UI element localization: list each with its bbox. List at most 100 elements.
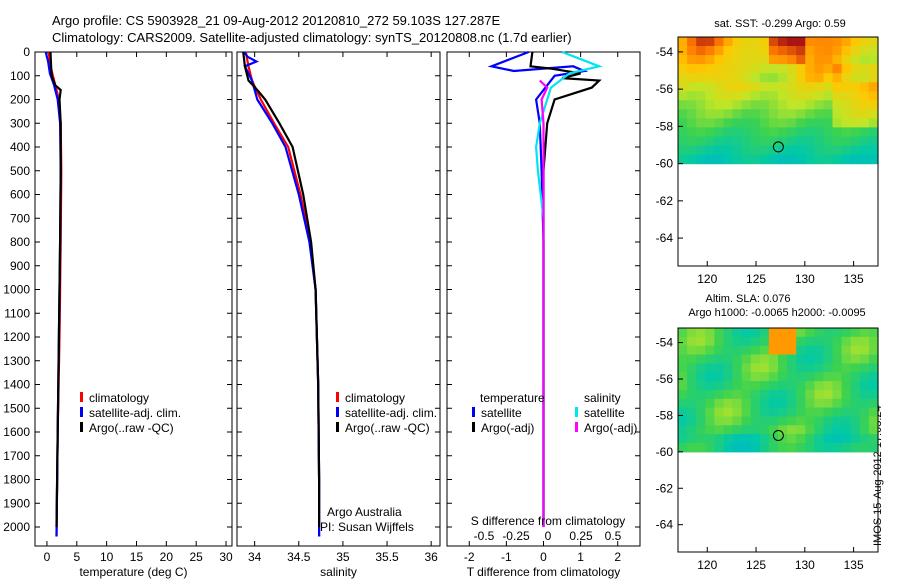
map-cell [750, 354, 761, 364]
map-cell [678, 443, 688, 453]
map-cell [750, 328, 761, 338]
map-cell [714, 145, 725, 156]
map-cell [805, 354, 815, 364]
x-tick-label: 20 [160, 550, 174, 564]
x-tick-label: 125 [746, 272, 766, 286]
map-cell [750, 381, 761, 391]
map-cell [823, 145, 834, 156]
map-cell [841, 127, 852, 137]
map-cell [823, 372, 834, 382]
map-cell [814, 91, 825, 101]
map-cell [732, 425, 743, 435]
map-cell [687, 145, 697, 156]
map-cell [687, 46, 697, 56]
map-cell [714, 118, 725, 128]
map-cell [687, 55, 697, 65]
map-cell [868, 37, 879, 47]
x-tick-label: 1 [577, 550, 584, 564]
map-cell [741, 336, 752, 347]
map-cell [741, 443, 752, 453]
legend-label: climatology [89, 391, 149, 405]
map-cell [696, 354, 706, 364]
map-cell [778, 109, 788, 119]
map-cell [750, 416, 761, 426]
map-cell [805, 73, 815, 83]
map-cell [814, 381, 825, 391]
map-cell [705, 154, 715, 165]
map-cell [732, 46, 743, 56]
map-cell [841, 354, 852, 364]
map-cell [705, 336, 715, 347]
map-cell [750, 398, 761, 409]
y-tick-label: -58 [656, 119, 674, 133]
map-cell [750, 91, 761, 101]
x-tick-label: 15 [130, 550, 144, 564]
map-cell [796, 354, 806, 364]
map-cell [759, 345, 770, 356]
map-cell [732, 354, 743, 364]
map-cell [859, 425, 870, 435]
map-cell [823, 381, 834, 391]
map-cell [832, 381, 843, 391]
map-cell [859, 354, 870, 364]
map-cell [723, 416, 734, 426]
map-cell [678, 118, 688, 128]
map-cell [759, 416, 770, 426]
map-cell [678, 91, 688, 101]
map-cell [759, 145, 770, 156]
map-cell [705, 372, 715, 382]
map-cell [750, 407, 761, 417]
map-cell [796, 398, 806, 409]
map-cell [796, 154, 806, 165]
map-cell [759, 37, 770, 47]
map-cell [787, 37, 797, 47]
map-cell [678, 154, 688, 165]
map-cell [678, 407, 688, 417]
map-cell [778, 336, 788, 347]
map-cell [868, 336, 879, 347]
map-cell [759, 127, 770, 137]
map-cell [714, 416, 725, 426]
map-cell [768, 91, 779, 101]
legend-label: satellite-adj. clim. [345, 406, 437, 420]
map-cell [687, 118, 697, 128]
map-cell [714, 82, 725, 92]
legend-swatch [336, 407, 339, 417]
map-cell [696, 363, 706, 373]
map-cell [850, 91, 861, 101]
map-cell [868, 145, 879, 156]
sst-map-title: sat. SST: -0.299 Argo: 0.59 [714, 18, 845, 30]
map-cell [778, 91, 788, 101]
y-tick-label: 1900 [3, 496, 30, 510]
map-cell [687, 154, 697, 165]
y-tick-label: 700 [10, 211, 30, 225]
map-cell [805, 398, 815, 409]
map-cell [796, 328, 806, 338]
map-cell [787, 363, 797, 373]
map-cell [696, 372, 706, 382]
map-cell [687, 136, 697, 147]
map-cell [868, 91, 879, 101]
map-cell [687, 336, 697, 347]
map-cell [678, 354, 688, 364]
map-2-cells [678, 328, 879, 453]
y-tick-label: -60 [656, 445, 674, 459]
map-cell [859, 55, 870, 65]
map-cell [687, 398, 697, 409]
y-tick-label: -58 [656, 408, 674, 422]
map-cell [859, 389, 870, 400]
map-cell [841, 407, 852, 417]
x-tick-label: 130 [795, 272, 815, 286]
map-cell [859, 372, 870, 382]
map-cell [805, 46, 815, 56]
map-cell [678, 73, 688, 83]
map-cell [868, 82, 879, 92]
map-cell [814, 434, 825, 444]
map-cell [696, 398, 706, 409]
map-cell [696, 154, 706, 165]
map-cell [859, 82, 870, 92]
map-cell [796, 434, 806, 444]
legend-swatch [575, 407, 578, 417]
map-cell [768, 109, 779, 119]
map-cell [823, 434, 834, 444]
